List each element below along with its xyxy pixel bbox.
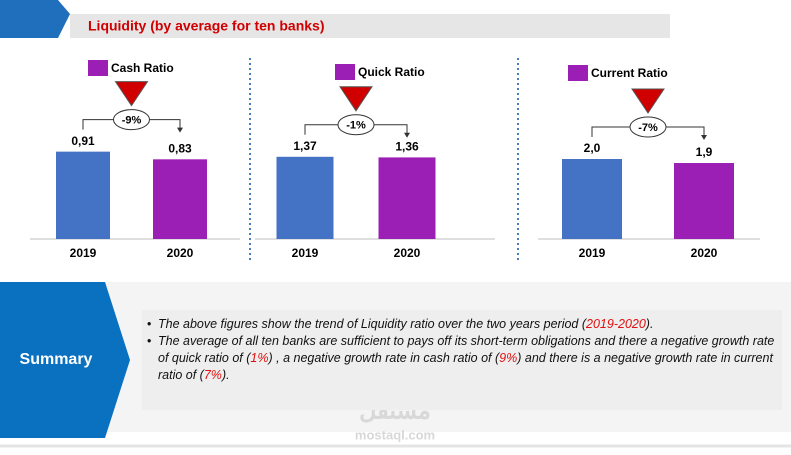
change-triangle (339, 86, 373, 112)
bar (153, 159, 207, 239)
category-label: 2019 (70, 246, 97, 260)
legend-label: Cash Ratio (111, 61, 174, 75)
arrow-head (177, 127, 183, 133)
change-label: -1% (346, 120, 366, 132)
bullet-list: The above figures show the trend of Liqu… (142, 316, 782, 384)
bar (56, 151, 110, 239)
legend-label: Current Ratio (591, 66, 668, 80)
change-label: -9% (122, 115, 142, 127)
bar (378, 157, 436, 239)
highlight-text: 2019-2020 (586, 317, 646, 331)
value-label: 2,0 (584, 141, 601, 155)
highlight-text: 1% (250, 351, 269, 365)
summary-tab (0, 282, 130, 438)
bar (674, 163, 734, 239)
category-label: 2020 (167, 246, 194, 260)
category-label: 2020 (394, 246, 421, 260)
value-label: 0,91 (71, 134, 95, 148)
change-label: -7% (638, 122, 658, 134)
page-title: Liquidity (by average for ten banks) (88, 18, 325, 34)
arrow-head (701, 135, 707, 140)
value-label: 1,9 (696, 145, 713, 159)
bullet: The above figures show the trend of Liqu… (147, 316, 782, 333)
summary-label: Summary (20, 351, 93, 368)
bullet-text: ). (645, 317, 654, 331)
bullet-text: ) , a negative growth rate in cash ratio… (268, 351, 500, 365)
change-oval (337, 114, 375, 136)
change-triangle (631, 88, 665, 114)
value-label: 1,37 (293, 139, 317, 153)
highlight-text: 7% (203, 368, 222, 382)
bullet-text: ). (221, 368, 230, 382)
bullet: The average of all ten banks are suffici… (147, 333, 782, 384)
bullet-text: The above figures show the trend of Liqu… (158, 317, 587, 331)
bar (562, 159, 622, 239)
watermark: mostaql.com (355, 427, 435, 442)
legend-swatch (335, 64, 355, 80)
category-label: 2019 (292, 246, 319, 260)
category-label: 2020 (691, 246, 718, 260)
arrow-head (404, 132, 410, 138)
bullet-text: ) and there is a negative growth rate in… (158, 351, 773, 382)
header-bar (70, 14, 670, 38)
highlight-text: 9% (499, 351, 518, 365)
value-label: 0,83 (168, 141, 192, 155)
header-tab (0, 0, 70, 38)
bullet-text: The average of all ten banks are suffici… (158, 334, 775, 365)
legend-swatch (88, 60, 108, 76)
bar (276, 156, 334, 239)
change-oval (113, 109, 150, 131)
legend-swatch (568, 65, 588, 81)
category-label: 2019 (579, 246, 606, 260)
change-oval (629, 116, 667, 138)
legend-label: Quick Ratio (358, 65, 425, 79)
value-label: 1,36 (395, 140, 419, 154)
change-triangle (114, 81, 149, 107)
summary-box: The above figures show the trend of Liqu… (142, 310, 782, 410)
